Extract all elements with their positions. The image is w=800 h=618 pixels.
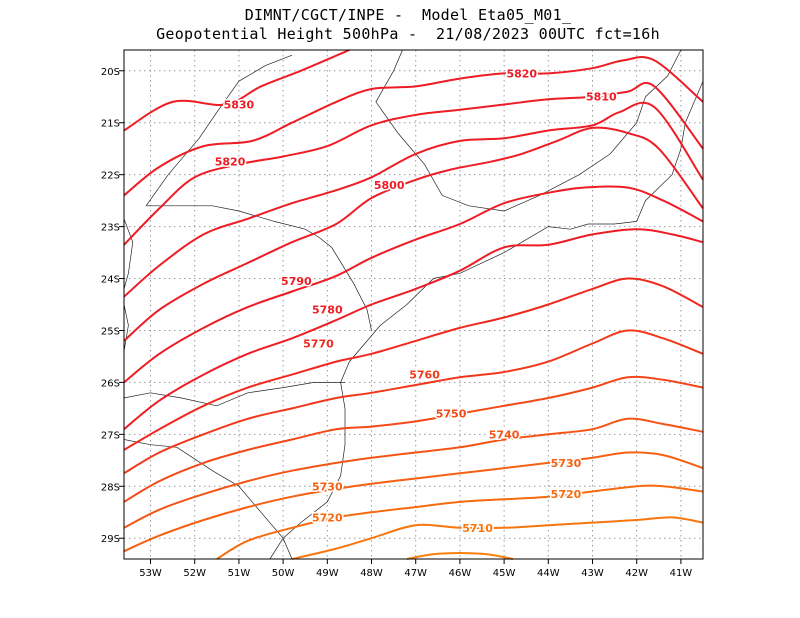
lat-tick-label: 25S — [101, 326, 120, 337]
contour-line-5830 — [123, 49, 350, 132]
lat-tick-label: 24S — [101, 275, 120, 286]
contour-label-5770: 5770 — [303, 337, 334, 350]
lon-tick-label: 52W — [183, 568, 206, 579]
contour-label-5750: 5750 — [436, 408, 467, 421]
contour-label-5760: 5760 — [409, 369, 440, 382]
lon-tick-label: 45W — [493, 568, 516, 579]
contour-line-5760 — [123, 329, 704, 475]
contour-line-5730 — [123, 451, 704, 553]
lat-tick-label: 21S — [101, 119, 120, 130]
contour-line-5700 — [406, 552, 514, 560]
contour-line-5770 — [123, 277, 704, 451]
lat-tick-label: 26S — [101, 378, 120, 389]
contour-label-5720: 5720 — [551, 488, 582, 501]
lon-tick-label: 42W — [625, 568, 648, 579]
lon-tick-label: 48W — [360, 568, 383, 579]
lon-tick-label: 50W — [272, 568, 295, 579]
boundary-line — [375, 49, 682, 212]
contour-labels: 5830 5820 5820 5810 5800 5790 5780 5770 5760 5750… — [213, 66, 618, 536]
grid-lines — [124, 50, 703, 559]
axis-ticks: 53W 52W 51W 50W 49W 48W 47W 46W 45W 44W 43W 42W 41W 2… — [101, 67, 692, 579]
contour-line-5750 — [123, 375, 704, 503]
lat-tick-label: 27S — [101, 430, 120, 441]
contour-label-5800: 5800 — [374, 179, 405, 192]
lat-tick-label: 29S — [101, 534, 120, 545]
contour-label-5780: 5780 — [312, 304, 343, 317]
boundary-line — [123, 382, 345, 407]
contour-label-5810: 5810 — [586, 91, 617, 104]
map-frame — [123, 49, 704, 560]
contour-label-5730: 5730 — [312, 480, 343, 493]
lon-tick-label: 41W — [670, 568, 693, 579]
contour-line-5710 — [291, 516, 704, 560]
contour-label-5820: 5820 — [215, 156, 246, 169]
contour-label-5720: 5720 — [312, 511, 343, 524]
contour-line-5820 — [123, 56, 704, 197]
contour-line-5820 — [123, 81, 704, 246]
boundary-line — [123, 218, 134, 289]
contour-line-5810 — [123, 101, 704, 298]
contour-label-5740: 5740 — [489, 428, 520, 441]
boundary-line — [123, 304, 129, 352]
boundary-line — [146, 205, 372, 331]
contour-label-5790: 5790 — [281, 275, 312, 288]
lat-tick-label: 23S — [101, 223, 120, 234]
contour-label-5820: 5820 — [506, 67, 537, 80]
lon-tick-label: 53W — [139, 568, 162, 579]
lat-tick-label: 20S — [101, 67, 120, 78]
contour-label-5730: 5730 — [551, 457, 582, 470]
contour-line-5740 — [123, 417, 704, 529]
boundary-line — [123, 439, 293, 560]
contour-label-5710: 5710 — [462, 522, 493, 535]
coastline-and-borders — [123, 49, 704, 560]
boundary-line — [145, 54, 293, 207]
map-title-line-1: DIMNT/CGCT/INPE - Model Eta05_M01_ — [244, 6, 572, 24]
lon-tick-label: 49W — [316, 568, 339, 579]
contour-label-5830: 5830 — [224, 99, 255, 112]
lon-tick-label: 46W — [449, 568, 472, 579]
lon-tick-label: 47W — [404, 568, 427, 579]
contour-line-5800 — [123, 126, 704, 342]
boundary-line — [269, 81, 704, 560]
lat-tick-label: 28S — [101, 482, 120, 493]
contour-line-5790 — [123, 185, 704, 384]
lon-tick-label: 43W — [581, 568, 604, 579]
contour-lines — [123, 49, 704, 560]
lon-tick-label: 44W — [537, 568, 560, 579]
map-title-line-2: Geopotential Height 500hPa - 21/08/2023 … — [156, 25, 660, 43]
contour-line-5720 — [216, 484, 704, 560]
contour-line-5780 — [123, 228, 704, 430]
lat-tick-label: 22S — [101, 171, 120, 182]
lon-tick-label: 51W — [228, 568, 251, 579]
